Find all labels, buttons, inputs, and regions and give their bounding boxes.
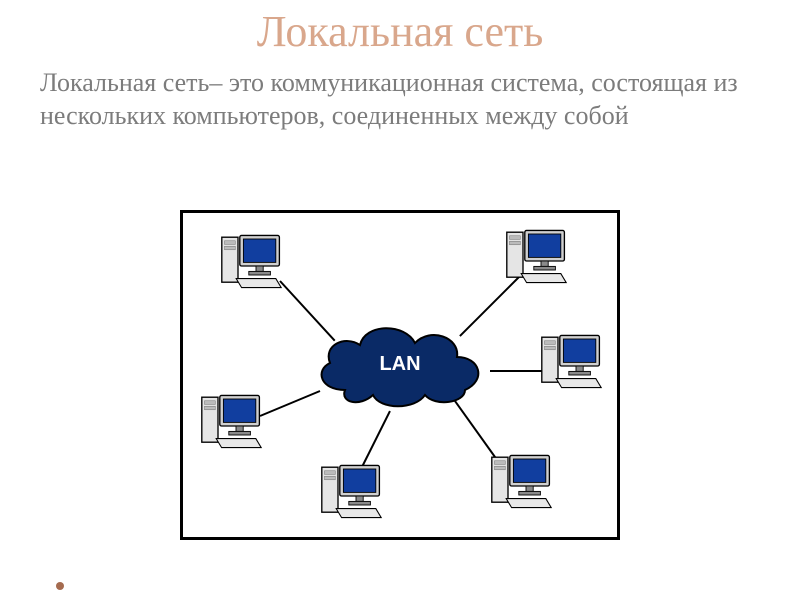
computer-icon xyxy=(200,390,263,453)
slide-marker-dot xyxy=(56,582,64,590)
page-title: Локальная сеть xyxy=(0,0,800,57)
computer-node xyxy=(505,225,568,288)
computer-node xyxy=(320,460,383,523)
description-text: Локальная сеть– это коммуникационная сис… xyxy=(0,57,800,132)
computer-icon xyxy=(505,225,568,288)
network-edge xyxy=(490,370,545,372)
slide: Локальная сеть Локальная сеть– это комму… xyxy=(0,0,800,600)
computer-node xyxy=(490,450,553,513)
computer-node xyxy=(540,330,603,393)
computer-icon xyxy=(220,230,283,293)
lan-cloud: LAN xyxy=(305,315,495,415)
computer-node xyxy=(200,390,263,453)
computer-icon xyxy=(490,450,553,513)
computer-icon xyxy=(320,460,383,523)
cloud-label: LAN xyxy=(305,353,495,376)
computer-icon xyxy=(540,330,603,393)
network-diagram: LAN xyxy=(180,210,620,540)
computer-node xyxy=(220,230,283,293)
